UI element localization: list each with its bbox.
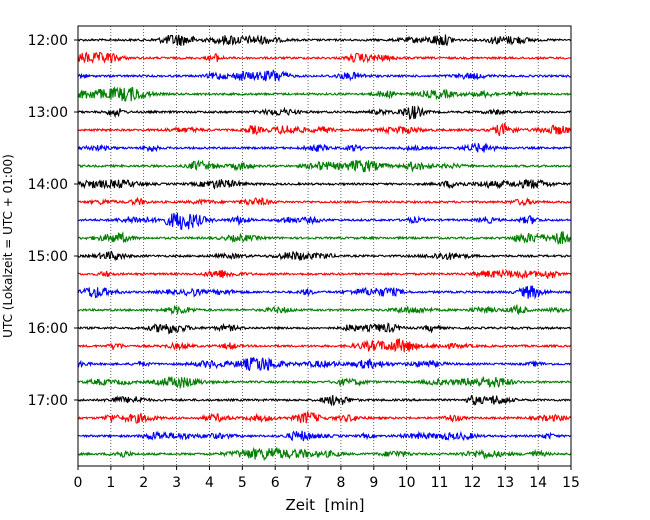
trace-line (77, 212, 572, 231)
trace-line (77, 430, 571, 442)
trace-line (77, 285, 571, 300)
x-tick-label: 15 (562, 475, 580, 491)
trace-line (77, 196, 572, 207)
x-tick-label: 5 (238, 475, 247, 491)
trace-line (77, 105, 572, 120)
trace-line (77, 376, 571, 390)
x-tick-label: 12 (463, 475, 481, 491)
x-axis-ticks: 0 1 2 3 4 5 6 7 8 9 10 11 12 13 14 15 (74, 466, 580, 491)
y-tick-label: 12:00 (28, 33, 68, 49)
trace-line (77, 303, 572, 316)
trace-line (77, 142, 572, 153)
x-axis-title: Zeit [min] (285, 496, 364, 514)
y-tick-label: 16:00 (28, 321, 68, 337)
trace-line (77, 51, 572, 64)
x-tick-label: 14 (529, 475, 547, 491)
x-tick-label: 6 (271, 475, 280, 491)
x-tick-label: 2 (139, 475, 148, 491)
trace-line (77, 159, 572, 173)
y-axis-ticks: 12:00 13:00 14:00 15:00 16:00 17:00 (28, 33, 78, 409)
trace-line (77, 231, 572, 246)
x-tick-label: 10 (398, 475, 416, 491)
trace-line (77, 69, 571, 83)
y-tick-label: 13:00 (28, 105, 68, 121)
y-axis-title: UTC (Lokalzeit = UTC + 01:00) (1, 154, 15, 338)
trace-line (77, 178, 571, 190)
x-tick-label: 1 (106, 475, 115, 491)
trace-line (77, 86, 572, 102)
y-tick-label: 14:00 (28, 177, 68, 193)
x-tick-label: 8 (336, 475, 345, 491)
x-tick-label: 7 (304, 475, 313, 491)
grid-lines (110, 26, 539, 466)
trace-line (77, 322, 572, 335)
x-tick-label: 4 (205, 475, 214, 491)
trace-line (77, 268, 572, 280)
trace-line (77, 34, 572, 47)
x-tick-label: 9 (369, 475, 378, 491)
x-tick-label: 0 (74, 475, 83, 491)
plot-frame (77, 25, 572, 467)
seismogram-traces (77, 34, 572, 462)
trace-line (77, 411, 572, 424)
trace-line (77, 250, 572, 262)
x-tick-label: 3 (172, 475, 181, 491)
trace-line (77, 122, 572, 137)
trace-line (77, 446, 572, 462)
y-tick-label: 17:00 (28, 393, 68, 409)
y-tick-label: 15:00 (28, 249, 68, 265)
x-tick-label: 13 (496, 475, 514, 491)
trace-line (77, 394, 571, 407)
trace-line (77, 357, 572, 372)
x-tick-label: 11 (431, 475, 449, 491)
trace-line (77, 337, 572, 353)
